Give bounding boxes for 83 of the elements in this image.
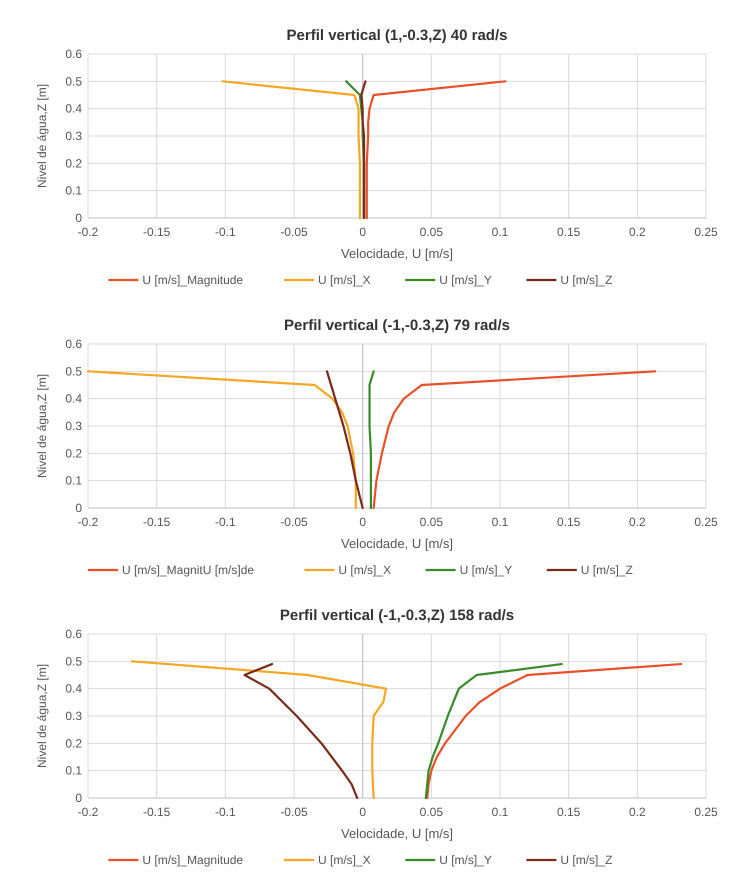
y-tick-label: 0.1 [65,184,82,198]
legend-label: U [m/s]_Z [560,853,612,867]
line-series [221,80,362,220]
legend-label: U [m/s]_X [318,273,371,287]
y-axis-title: Nivel de água,Z [m] [35,84,49,188]
line-series [243,662,358,800]
y-axis-title: Nivel de água,Z [m] [35,664,49,768]
line-series [130,660,388,800]
chart-title: Perfil vertical (-1,-0.3,Z) 158 rad/s [280,607,514,624]
x-tick-label: 0.05 [420,805,444,819]
y-tick-label: 0.1 [65,474,82,488]
x-tick-label: 0 [359,515,366,529]
y-tick-label: 0.6 [65,337,82,351]
x-tick-label: -0.2 [78,515,99,529]
line-series [368,370,375,510]
x-axis-title: Velocidade, U [m/s] [341,536,453,551]
y-tick-label: 0.5 [65,364,82,378]
legend-label: U [m/s]_X [338,563,392,577]
x-tick-label: 0.25 [694,225,718,239]
y-tick-label: 0.3 [65,129,82,143]
x-tick-label: 0 [359,805,366,819]
x-tick-label: 0.05 [420,225,444,239]
x-tick-label: 0.15 [556,225,581,239]
x-tick-label: 0.2 [628,515,646,529]
y-tick-label: 0 [75,791,82,805]
x-tick-label: -0.1 [214,225,236,239]
x-tick-label: -0.1 [214,515,236,529]
y-tick-label: 0.4 [65,682,82,696]
line-series [360,80,367,220]
x-tick-label: -0.05 [280,805,308,819]
x-tick-label: 0.1 [492,805,509,819]
x-tick-label: 0.15 [556,515,581,529]
legend-label: U [m/s]_Y [439,273,492,287]
legend-label: U [m/s]_Magnitude [142,273,244,287]
legend-label: U [m/s]_Magnitude [142,853,244,867]
chart-title: Perfil vertical (1,-0.3,Z) 40 rad/s [286,27,508,44]
x-axis-title: Velocidade, U [m/s] [341,246,453,261]
y-tick-label: 0.3 [65,419,82,433]
x-tick-label: -0.1 [214,805,236,819]
x-tick-label: 0.25 [694,805,718,819]
x-tick-label: 0.05 [420,515,444,529]
legend-label: U [m/s]_Y [460,563,512,577]
legend-label: U [m/s]_Z [560,273,612,287]
y-tick-label: 0.3 [65,709,82,723]
x-tick-label: 0.2 [628,805,646,819]
y-tick-label: 0 [75,211,82,225]
x-tick-label: -0.15 [142,225,171,239]
x-axis-title: Velocidade, U [m/s] [341,826,453,841]
x-tick-label: -0.15 [142,515,171,529]
line-series [326,370,364,510]
line-series [424,662,563,800]
y-tick-label: 0.4 [65,102,82,116]
y-tick-label: 0.6 [65,627,82,641]
x-tick-label: 0.15 [556,805,581,819]
legend-label: U [m/s]_X [318,853,371,867]
x-tick-label: -0.05 [280,515,308,529]
y-tick-label: 0.1 [65,764,82,778]
x-tick-label: 0 [359,225,366,239]
x-tick-label: 0.2 [628,225,646,239]
y-tick-label: 0.2 [65,156,82,170]
line-series [372,370,656,510]
y-tick-label: 0.5 [65,74,82,88]
x-tick-label: -0.05 [280,225,308,239]
line-series [426,662,682,800]
y-tick-label: 0.6 [65,47,82,61]
legend-label: U [m/s]_Y [439,853,492,867]
line-series [86,370,357,510]
y-axis-title: Nivel de água,Z [m] [35,374,49,478]
y-tick-label: 0.2 [65,446,82,460]
x-tick-label: -0.2 [78,225,99,239]
x-tick-label: -0.15 [142,805,171,819]
legend-label: U [m/s]_Z [580,563,633,577]
y-tick-label: 0.5 [65,654,82,668]
legend-label: U [m/s]_MagnitU [m/s]de [122,563,254,577]
x-tick-label: 0.1 [492,515,509,529]
x-tick-label: 0.25 [694,515,718,529]
y-tick-label: 0 [75,501,82,515]
line-series [366,80,507,220]
x-tick-label: 0.1 [492,225,509,239]
y-tick-label: 0.2 [65,736,82,750]
chart-title: Perfil vertical (-1,-0.3,Z) 79 rad/s [284,317,510,334]
x-tick-label: -0.2 [78,805,99,819]
y-tick-label: 0.4 [65,392,82,406]
